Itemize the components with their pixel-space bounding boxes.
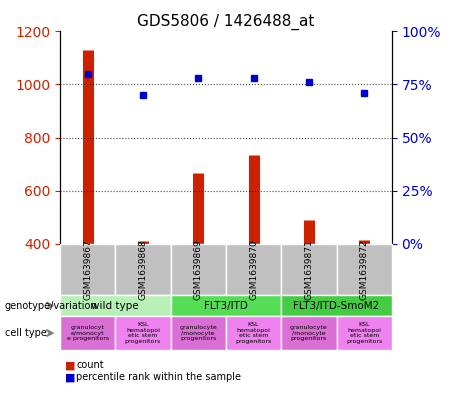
Text: KSL
hematopoi
etic stem
progenitors: KSL hematopoi etic stem progenitors: [125, 322, 161, 344]
Text: granulocyte
/monocyte
progenitors: granulocyte /monocyte progenitors: [179, 325, 217, 342]
Text: GSM1639867: GSM1639867: [83, 239, 92, 299]
Text: granulocyte
/monocyte
progenitors: granulocyte /monocyte progenitors: [290, 325, 328, 342]
Text: FLT3/ITD-SmoM2: FLT3/ITD-SmoM2: [293, 301, 380, 310]
Text: FLT3/ITD: FLT3/ITD: [204, 301, 248, 310]
Title: GDS5806 / 1426488_at: GDS5806 / 1426488_at: [137, 14, 314, 30]
Text: ■: ■: [65, 360, 75, 371]
Text: GSM1639868: GSM1639868: [138, 239, 148, 299]
Text: wild type: wild type: [91, 301, 139, 310]
Text: GSM1639869: GSM1639869: [194, 239, 203, 299]
Text: GSM1639871: GSM1639871: [304, 239, 313, 299]
Text: GSM1639872: GSM1639872: [360, 239, 369, 299]
Text: granulocyt
e/monocyt
e progenitors: granulocyt e/monocyt e progenitors: [66, 325, 109, 342]
Text: cell type: cell type: [5, 328, 47, 338]
Text: KSL
hematopoi
etic stem
progenitors: KSL hematopoi etic stem progenitors: [236, 322, 272, 344]
Text: KSL
hematopoi
etic stem
progenitors: KSL hematopoi etic stem progenitors: [346, 322, 382, 344]
Text: GSM1639870: GSM1639870: [249, 239, 258, 299]
Text: ■: ■: [65, 372, 75, 382]
Text: count: count: [76, 360, 104, 371]
Text: percentile rank within the sample: percentile rank within the sample: [76, 372, 241, 382]
Text: genotype/variation: genotype/variation: [5, 301, 97, 310]
